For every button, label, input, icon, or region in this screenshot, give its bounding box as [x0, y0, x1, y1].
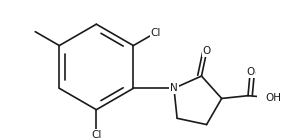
- Text: OH: OH: [266, 93, 282, 103]
- Text: Cl: Cl: [150, 28, 161, 38]
- Text: N: N: [170, 83, 178, 93]
- Text: O: O: [246, 67, 254, 77]
- Text: Cl: Cl: [91, 130, 102, 140]
- Text: O: O: [203, 46, 211, 56]
